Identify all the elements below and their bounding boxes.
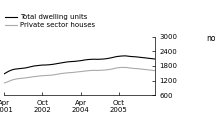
Y-axis label: no.: no. xyxy=(206,34,215,43)
Legend: Total dwelling units, Private sector houses: Total dwelling units, Private sector hou… xyxy=(5,14,95,28)
